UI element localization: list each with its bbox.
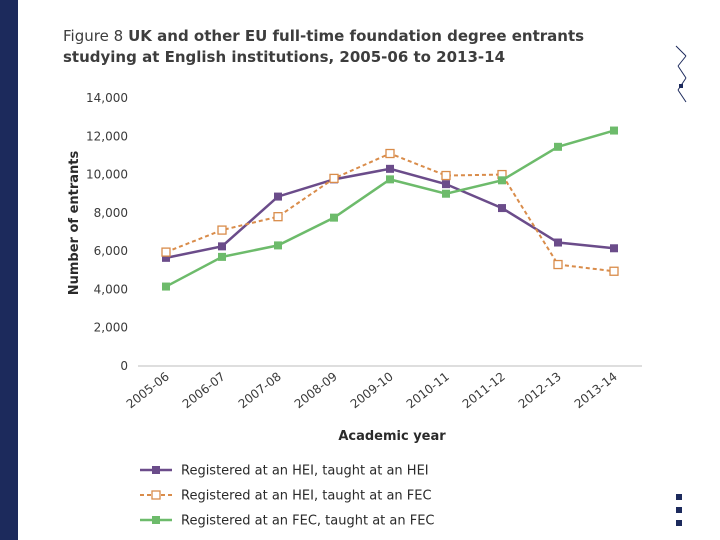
data-point	[553, 259, 563, 270]
data-point	[273, 212, 283, 222]
data-point	[162, 282, 170, 291]
x-axis: 2005-06 2006-07 2007-08 2008-09 2009-10 2010-…	[124, 365, 642, 411]
data-point	[610, 244, 618, 253]
data-point	[554, 142, 562, 151]
figure-title-text: UK and other EU full-time foundation deg…	[63, 27, 585, 66]
legend: Registered at an HEI, taught at an HEI Re…	[140, 464, 435, 529]
data-point	[442, 180, 450, 189]
data-point	[217, 225, 227, 235]
decorative-square-icon	[676, 520, 682, 526]
y-axis: 0 2,000 4,000 6,000 8,000 10,000 12,000 14,000	[86, 91, 128, 373]
data-point	[329, 173, 339, 184]
data-point	[386, 175, 394, 184]
legend-item: Registered at an HEI, taught at an FEC	[140, 489, 432, 504]
legend-marker	[152, 466, 160, 474]
legend-label: Registered at an HEI, taught at an FEC	[181, 489, 432, 504]
data-point	[161, 247, 171, 257]
data-point	[274, 192, 282, 201]
data-point	[218, 252, 226, 261]
data-point	[441, 170, 451, 181]
data-point	[498, 176, 506, 185]
x-tick-label: 2010-11	[404, 369, 452, 411]
figure-number: Figure 8	[63, 27, 124, 45]
legend-label: Registered at an HEI, taught at an HEI	[181, 464, 429, 479]
x-tick-label: 2009-10	[348, 369, 396, 411]
legend-marker	[151, 490, 161, 500]
decorative-swirl-icon	[675, 45, 687, 103]
x-tick-label: 2011-12	[460, 369, 508, 411]
legend-item: Registered at an FEC, taught at an FEC	[140, 514, 435, 529]
data-point	[442, 189, 450, 198]
data-point	[386, 164, 394, 173]
data-point	[274, 241, 282, 250]
legend-marker	[152, 516, 160, 524]
x-axis-label: Academic year	[338, 429, 446, 444]
decorative-square-icon	[676, 507, 682, 513]
y-tick-label: 14,000	[86, 91, 128, 105]
x-tick-label: 2013-14	[572, 369, 620, 411]
y-tick-label: 10,000	[86, 168, 128, 182]
x-tick-label: 2006-07	[180, 369, 228, 411]
data-point	[498, 204, 506, 213]
data-point	[162, 253, 170, 262]
data-point	[218, 242, 226, 251]
series-layer	[161, 126, 619, 291]
x-tick-label: 2007-08	[236, 369, 284, 411]
y-tick-label: 12,000	[86, 129, 128, 143]
y-axis-label: Number of entrants	[67, 150, 82, 295]
legend-label: Registered at an FEC, taught at an FEC	[181, 514, 435, 529]
left-accent-bar	[0, 0, 18, 540]
y-tick-label: 0	[120, 359, 128, 373]
series-3	[162, 126, 618, 291]
y-tick-label: 6,000	[94, 244, 128, 258]
x-tick-label: 2012-13	[516, 369, 564, 411]
data-point	[330, 213, 338, 222]
y-tick-label: 2,000	[94, 321, 128, 335]
data-point	[554, 238, 562, 247]
series-2	[161, 148, 619, 276]
y-tick-label: 4,000	[94, 282, 128, 296]
data-point	[610, 126, 618, 135]
x-tick-label: 2008-09	[292, 369, 340, 411]
figure-title: Figure 8 UK and other EU full-time founda…	[63, 26, 663, 68]
legend-item: Registered at an HEI, taught at an HEI	[140, 464, 429, 479]
decorative-square-icon	[676, 494, 682, 500]
x-tick-label: 2005-06	[124, 369, 172, 411]
data-point	[385, 148, 395, 159]
y-tick-label: 8,000	[94, 206, 128, 220]
data-point	[609, 266, 619, 276]
